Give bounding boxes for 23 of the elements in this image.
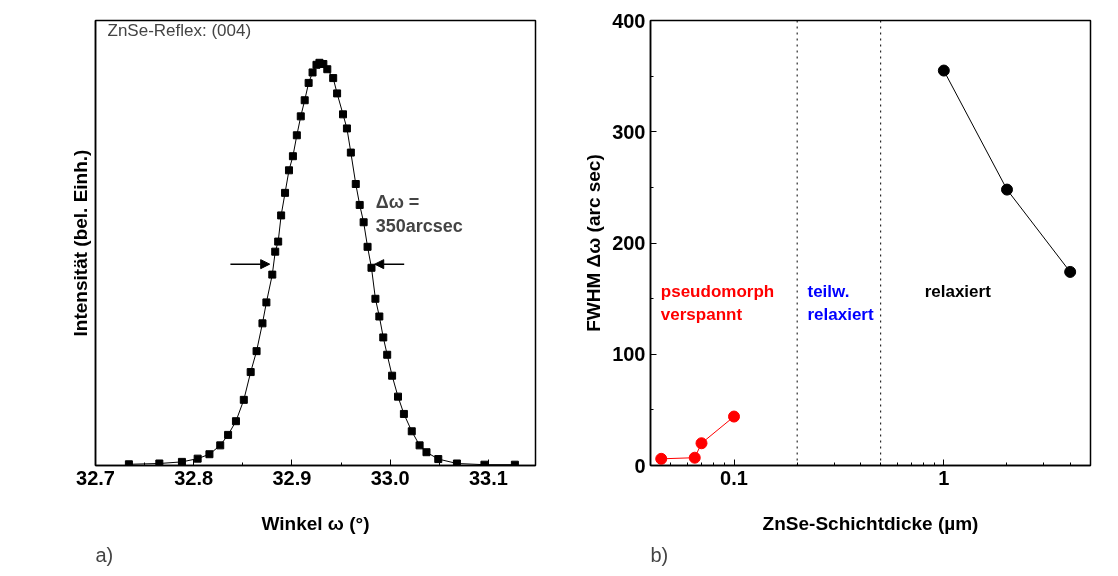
y-tick-label: 300 [612,120,646,143]
y-tick-label: 100 [612,343,646,366]
annotation: teilw. relaxiert [807,281,874,324]
x-tick-label: 32.9 [272,466,312,489]
y-tick-label: 200 [612,232,646,254]
y-tick-label: 0 [634,454,646,477]
annotation: relaxiert [924,281,992,301]
text: a) [95,543,114,566]
text: b) [650,543,669,566]
text: ZnSe-Reflex: (004) [107,20,252,40]
x-tick-label: 32.7 [76,466,115,489]
x-tick-label: 0.1 [720,466,748,489]
x-tick-label: 32.8 [174,466,214,489]
y-tick-label: 400 [612,9,646,32]
x-tick-label: 33.1 [468,466,508,489]
x-tick-label: 33.0 [370,466,410,489]
x-tick-label: 1 [938,466,950,489]
y-axis-title: FWHM Δω (arc sec) [583,154,605,332]
x-axis-title: Winkel ω (°) [261,512,370,534]
annotation: Δω = 350arcsec [375,191,463,236]
y-axis-title: Intensität (bel. Einh.) [69,149,91,337]
x-axis-title: ZnSe-Schichtdicke (µm) [762,512,979,534]
annotation: pseudomorph verspannt [660,281,775,324]
